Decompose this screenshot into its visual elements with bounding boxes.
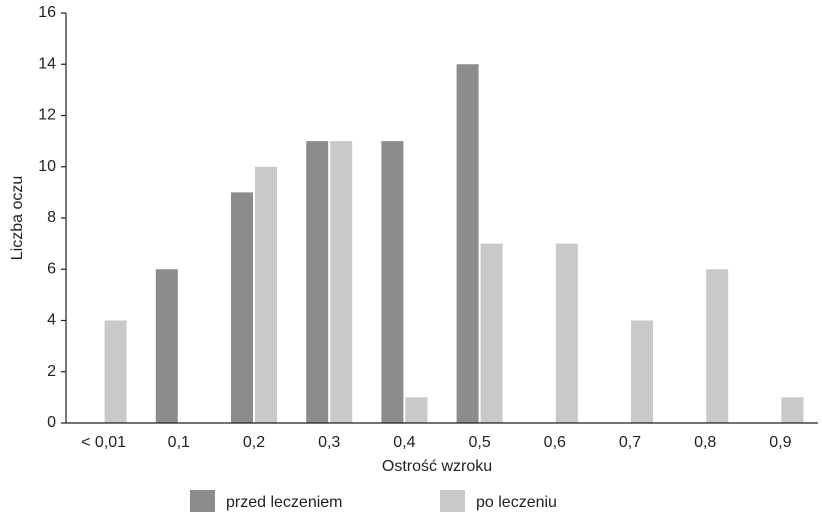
x-tick-label: < 0,01 [81,434,126,451]
y-tick-label: 14 [38,55,56,72]
y-tick-label: 16 [38,4,56,21]
bar [306,141,329,423]
y-tick-label: 6 [47,260,56,277]
x-tick-label: 0,7 [619,434,641,451]
bar [405,397,428,423]
x-tick-label: 0,8 [694,434,716,451]
legend-label: po leczeniu [476,494,557,511]
bar [255,166,277,423]
legend-label: przed leczeniem [226,494,343,511]
x-tick-label: 0,6 [544,434,566,451]
x-axis-label: Ostrość wzroku [382,458,492,475]
x-tick-label: 0,1 [168,434,190,451]
bar [706,269,729,423]
y-tick-label: 8 [47,209,56,226]
y-tick-label: 10 [38,158,56,175]
bar [381,141,404,423]
x-tick-label: 0,9 [769,434,791,451]
bar [104,320,127,423]
x-tick-label: 0,2 [243,434,265,451]
y-tick-label: 0 [47,414,56,431]
bar [456,64,479,423]
y-axis-label: Liczba oczu [9,176,26,261]
bar [631,320,653,423]
legend-swatch [440,490,465,512]
bar [155,269,178,423]
bar [555,243,578,423]
bar [231,192,253,423]
y-tick-label: 12 [38,107,56,124]
bar [781,397,804,423]
bar [330,141,353,423]
y-tick-label: 2 [47,363,56,380]
bar [480,243,503,423]
x-tick-label: 0,5 [468,434,490,451]
y-tick-label: 4 [47,312,56,329]
x-tick-label: 0,4 [393,434,415,451]
legend-swatch [190,490,215,512]
x-tick-label: 0,3 [318,434,340,451]
